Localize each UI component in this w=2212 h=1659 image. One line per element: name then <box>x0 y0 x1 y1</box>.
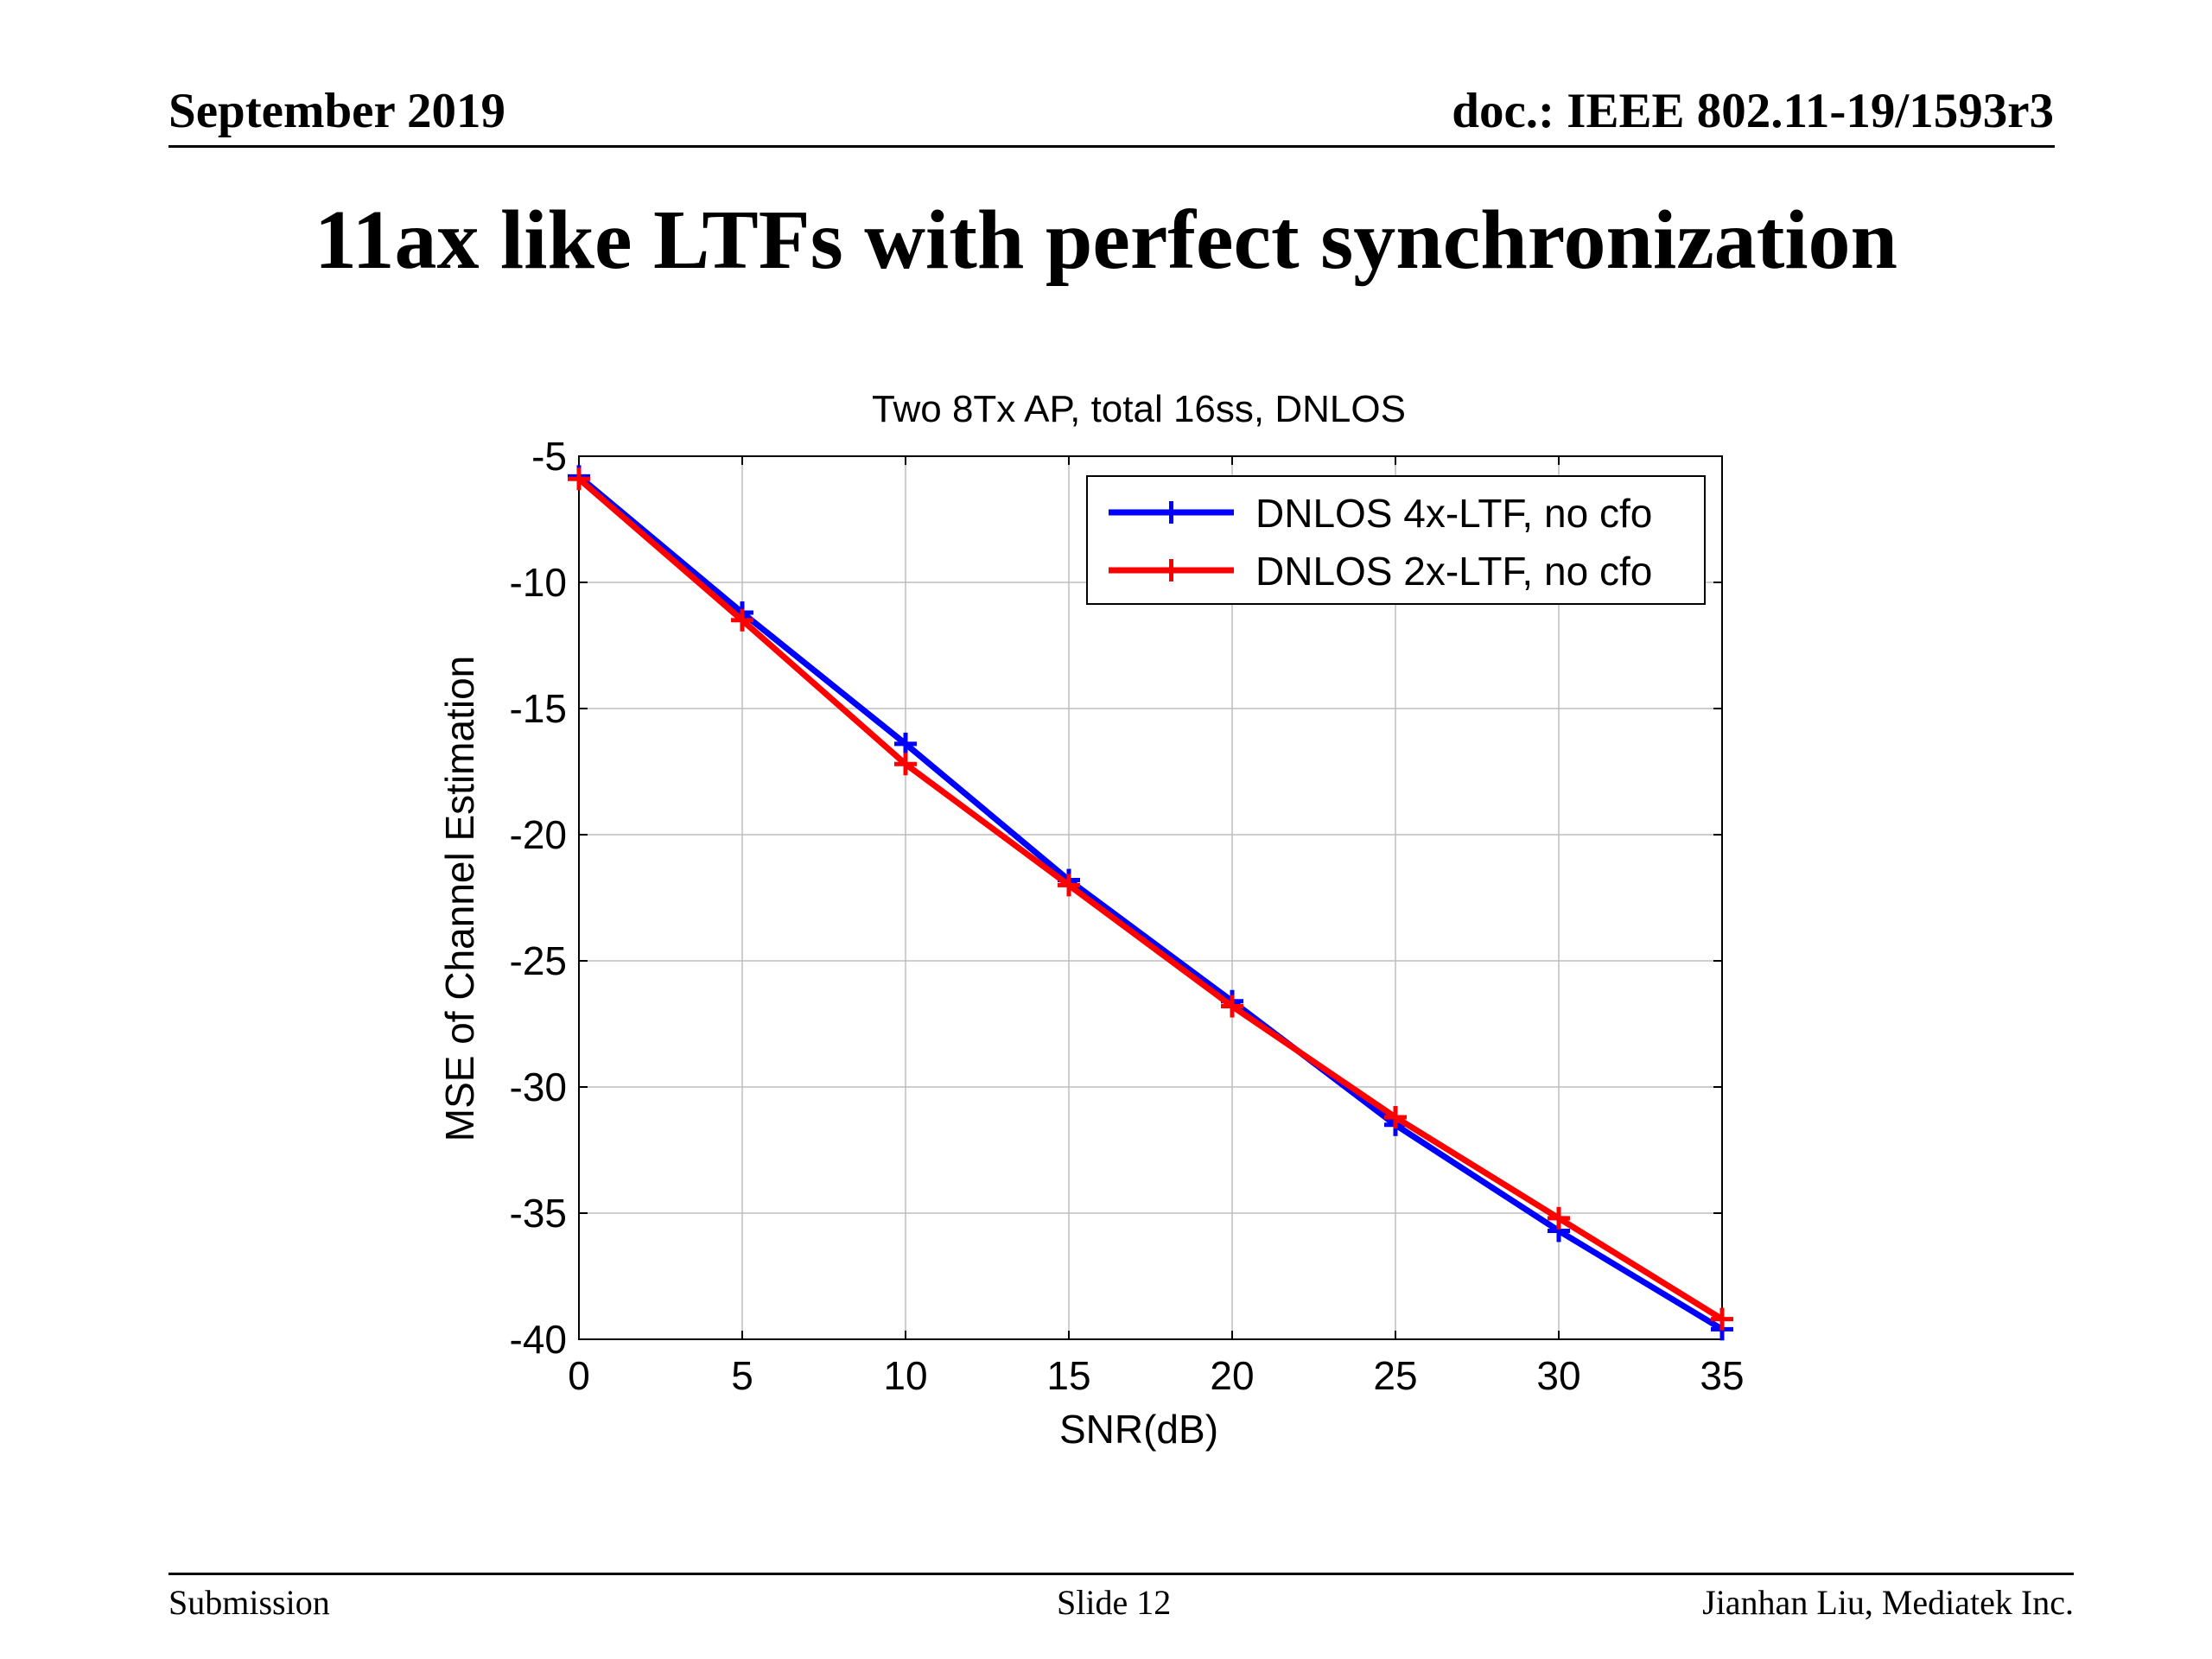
y-tick-label: -10 <box>510 560 567 605</box>
y-tick-label: -35 <box>510 1191 567 1236</box>
x-tick-label: 25 <box>1373 1353 1417 1398</box>
data-point <box>568 467 590 491</box>
data-point <box>1384 1106 1407 1129</box>
data-point <box>731 608 753 632</box>
x-tick-label: 20 <box>1210 1353 1254 1398</box>
header-date: September 2019 <box>168 84 505 138</box>
x-tick-label: 35 <box>1700 1353 1744 1398</box>
x-tick-label: 0 <box>568 1353 590 1398</box>
legend-label-4x-ltf: DNLOS 4x-LTF, no cfo <box>1255 491 1652 536</box>
footer-author: Jianhan Liu, Mediatek Inc. <box>1702 1583 2074 1622</box>
y-axis-label: MSE of Channel Estimation <box>437 656 482 1142</box>
legend-marker <box>1160 501 1183 524</box>
legend-label-2x-ltf: DNLOS 2x-LTF, no cfo <box>1255 549 1652 594</box>
y-tick-label: -40 <box>510 1317 567 1362</box>
header-doc-id: doc.: IEEE 802.11-19/1593r3 <box>1452 84 2054 138</box>
y-tick-label: -5 <box>531 434 567 479</box>
legend-box <box>1086 475 1706 605</box>
legend: DNLOS 4x-LTF, no cfo DNLOS 2x-LTF, no cf… <box>1086 475 1706 605</box>
data-point <box>1548 1206 1570 1230</box>
x-axis-label: SNR(dB) <box>1059 1407 1218 1452</box>
chart-title: Two 8Tx AP, total 16ss, DNLOS <box>872 388 1406 430</box>
y-tick-label: -20 <box>510 812 567 857</box>
data-point <box>1058 874 1080 897</box>
data-point <box>1711 1307 1733 1331</box>
legend-marker <box>1160 559 1183 582</box>
series <box>568 465 1733 1341</box>
footer-divider <box>168 1573 2074 1575</box>
footer-submission: Submission <box>168 1583 330 1622</box>
plot-frame <box>578 455 1723 1340</box>
data-point <box>1221 995 1243 1018</box>
axis-ticks: 0 5 10 15 20 25 30 35 -5 -10 -15 -20 -25 -30 -35 -40 <box>510 434 1745 1398</box>
x-tick-label: 15 <box>1046 1353 1090 1398</box>
data-point <box>894 732 917 755</box>
series-line-0 <box>576 474 1724 1332</box>
data-point <box>894 753 917 776</box>
x-tick-label: 5 <box>731 1353 753 1398</box>
series-line-1 <box>576 476 1724 1322</box>
y-tick-label: -15 <box>510 686 567 731</box>
y-tick-label: -25 <box>510 938 567 983</box>
x-tick-label: 30 <box>1536 1353 1580 1398</box>
header-divider <box>168 145 2055 148</box>
slide-title: 11ax like LTFs with perfect synchronizat… <box>314 194 1898 287</box>
footer-slide-number: Slide 12 <box>1057 1583 1172 1622</box>
y-tick-label: -30 <box>510 1065 567 1109</box>
x-tick-label: 10 <box>883 1353 927 1398</box>
